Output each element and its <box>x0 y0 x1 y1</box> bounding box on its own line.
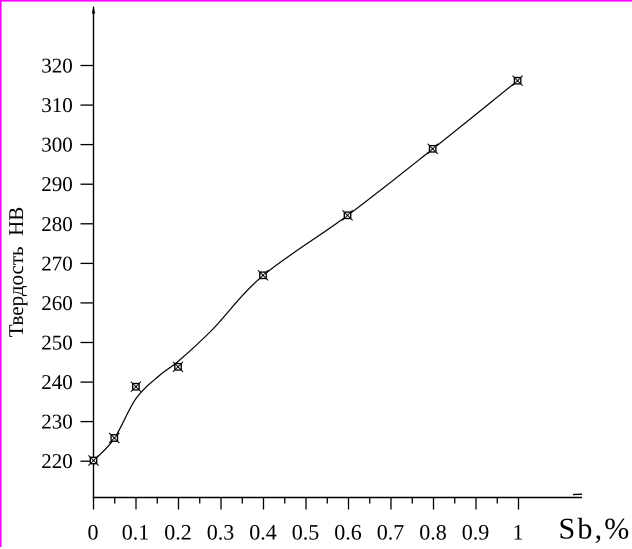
svg-text:0.2: 0.2 <box>164 520 192 545</box>
svg-text:230: 230 <box>41 410 73 434</box>
svg-text:0.5: 0.5 <box>292 520 320 545</box>
svg-text:270: 270 <box>41 251 73 275</box>
svg-text:0.4: 0.4 <box>249 520 277 545</box>
svg-text:300: 300 <box>41 133 73 157</box>
svg-text:Твердость НВ: Твердость НВ <box>4 207 28 338</box>
svg-text:320: 320 <box>41 54 73 78</box>
svg-text:0.6: 0.6 <box>334 520 362 545</box>
svg-text:1: 1 <box>513 520 524 545</box>
svg-text:0.8: 0.8 <box>419 520 447 545</box>
svg-text:240: 240 <box>41 370 73 394</box>
svg-text:290: 290 <box>41 172 73 196</box>
svg-text:0.3: 0.3 <box>207 520 235 545</box>
svg-text:310: 310 <box>41 93 73 117</box>
svg-text:0.9: 0.9 <box>462 520 490 545</box>
svg-text:260: 260 <box>41 291 73 315</box>
svg-text:0: 0 <box>88 520 99 545</box>
svg-text:280: 280 <box>41 212 73 236</box>
svg-text:250: 250 <box>41 331 73 355</box>
svg-text:0.7: 0.7 <box>377 520 405 545</box>
svg-text:0.1: 0.1 <box>122 520 150 545</box>
svg-text:220: 220 <box>41 449 73 473</box>
svg-text:Sb,%: Sb,% <box>559 513 632 546</box>
